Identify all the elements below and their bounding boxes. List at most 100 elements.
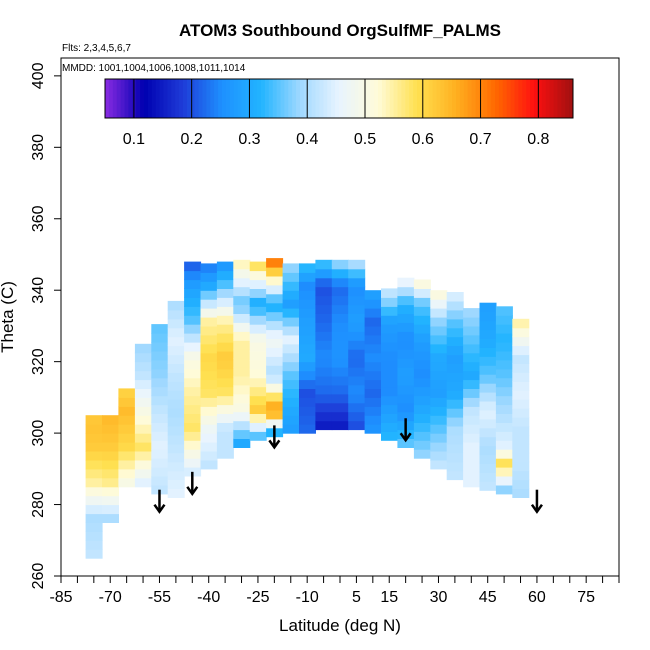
heatmap-cell bbox=[299, 317, 316, 327]
heatmap-cell bbox=[134, 388, 152, 398]
colorbar: 0.1 0.2 0.3 0.4 0.5 0.6 0.7 0.8 bbox=[104, 78, 574, 148]
colorbar-segment bbox=[553, 79, 558, 118]
heatmap-cell bbox=[184, 297, 202, 307]
heatmap-cell bbox=[134, 433, 152, 443]
heatmap-cell bbox=[315, 322, 333, 332]
heatmap-cell bbox=[364, 299, 382, 309]
heatmap-cell bbox=[495, 324, 513, 334]
colorbar-segment bbox=[569, 79, 574, 118]
colorbar-segment bbox=[522, 79, 527, 118]
heatmap-cell bbox=[495, 350, 513, 361]
heatmap-cell bbox=[331, 322, 349, 332]
heatmap-cell bbox=[413, 279, 431, 289]
colorbar-segment bbox=[214, 79, 219, 118]
heatmap-cell bbox=[315, 259, 333, 270]
heatmap-cell bbox=[446, 381, 464, 391]
heatmap-cell bbox=[85, 433, 103, 443]
heatmap-cell bbox=[315, 295, 333, 306]
heatmap-cell bbox=[299, 406, 316, 416]
heatmap-cell bbox=[200, 459, 218, 470]
heatmap-cell bbox=[413, 422, 431, 432]
heatmap-cell bbox=[200, 352, 218, 363]
x-tick-label: 75 bbox=[577, 589, 595, 606]
colorbar-segment bbox=[155, 79, 161, 118]
heatmap-cell bbox=[167, 381, 185, 391]
colorbar-segment bbox=[475, 79, 480, 118]
heatmap-cell bbox=[216, 377, 234, 388]
heatmap-cell bbox=[397, 402, 415, 413]
heatmap-cell bbox=[315, 420, 333, 431]
heatmap-cell bbox=[167, 443, 185, 454]
colorbar-segment bbox=[151, 79, 157, 118]
heatmap-cell bbox=[446, 336, 464, 347]
heatmap-cell bbox=[364, 325, 382, 336]
x-tick-label: 5 bbox=[352, 589, 361, 606]
y-tick-label: 320 bbox=[30, 348, 47, 375]
heatmap-cell bbox=[200, 272, 218, 282]
heatmap-cell bbox=[413, 288, 431, 298]
heatmap-cell bbox=[446, 417, 464, 427]
heatmap-cell bbox=[364, 361, 382, 372]
heatmap-cell bbox=[266, 338, 284, 348]
heatmap-cell bbox=[430, 334, 448, 345]
colorbar-segment bbox=[186, 79, 192, 118]
heatmap-cell bbox=[495, 431, 513, 441]
heatmap-cell bbox=[381, 395, 398, 406]
colorbar-segment bbox=[167, 79, 172, 118]
heatmap-cell bbox=[200, 299, 218, 309]
colorbar-segment bbox=[417, 79, 422, 118]
heatmap-cell bbox=[249, 306, 267, 316]
colorbar-segment bbox=[163, 79, 168, 118]
heatmap-cell bbox=[151, 476, 169, 486]
colorbar-segment bbox=[210, 79, 215, 118]
heatmap-cell bbox=[167, 318, 185, 329]
x-tick-label: -55 bbox=[148, 589, 171, 606]
heatmap-cell bbox=[151, 368, 169, 379]
colorbar-segment bbox=[222, 79, 227, 118]
heatmap-cell bbox=[381, 386, 398, 397]
heatmap-cell bbox=[266, 311, 284, 322]
heatmap-cell bbox=[102, 415, 119, 425]
heatmap-cell bbox=[200, 424, 218, 434]
heatmap-cell bbox=[102, 424, 119, 434]
heatmap-cell bbox=[102, 451, 119, 461]
heatmap-cell bbox=[266, 409, 284, 420]
heatmap-cell bbox=[413, 431, 431, 441]
y-tick-label: 400 bbox=[30, 62, 47, 89]
heatmap-cell bbox=[184, 386, 202, 397]
x-tick-label: -10 bbox=[296, 589, 319, 606]
colorbar-segment bbox=[479, 79, 484, 118]
heatmap-cell bbox=[348, 420, 366, 431]
heatmap-cell bbox=[413, 377, 431, 388]
heatmap-cell bbox=[430, 406, 448, 416]
heatmap-cell bbox=[233, 277, 251, 288]
heatmap-cell bbox=[134, 442, 152, 452]
colorbar-segment bbox=[397, 79, 402, 118]
heatmap-cell bbox=[299, 281, 316, 291]
colorbar-segment bbox=[370, 79, 375, 118]
colorbar-frame bbox=[104, 78, 574, 119]
heatmap-cell bbox=[102, 486, 119, 497]
heatmap-cell bbox=[463, 317, 481, 327]
colorbar-segment bbox=[132, 79, 137, 118]
heatmap-cell bbox=[331, 295, 349, 306]
colorbar-segment bbox=[358, 79, 363, 118]
heatmap-cell bbox=[184, 288, 202, 298]
heatmap-cell bbox=[512, 479, 530, 489]
heatmap-cell bbox=[216, 333, 234, 343]
heatmap-cell bbox=[348, 259, 366, 270]
colorbar-segment bbox=[300, 79, 305, 118]
heatmap-cell bbox=[167, 426, 185, 436]
heatmap-cell bbox=[495, 484, 513, 495]
heatmap-cell bbox=[381, 333, 398, 343]
colorbar-segment bbox=[116, 79, 122, 118]
heatmap-cell bbox=[479, 392, 497, 402]
heatmap-cell bbox=[282, 379, 300, 389]
heatmap-cell bbox=[446, 470, 464, 481]
colorbar-segment bbox=[272, 79, 278, 118]
colorbar-tick-label: 0.7 bbox=[469, 131, 491, 148]
heatmap-cell bbox=[364, 290, 382, 300]
heatmap-cell bbox=[85, 531, 103, 541]
heatmap-cell bbox=[430, 379, 448, 389]
heatmap-cell bbox=[167, 479, 185, 489]
